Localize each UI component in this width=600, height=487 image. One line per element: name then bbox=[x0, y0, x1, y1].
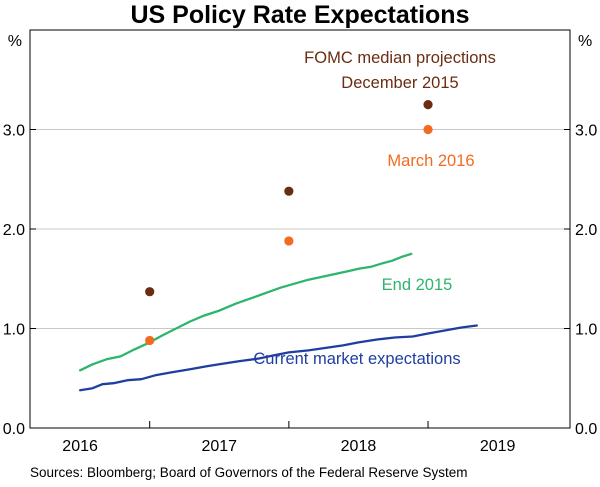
y-tick-label-right: 2.0 bbox=[575, 222, 597, 239]
points-layer bbox=[145, 100, 433, 346]
point-fomc-median-projections-december-2015 bbox=[423, 100, 433, 110]
x-tick-label: 2017 bbox=[201, 438, 237, 455]
fomc-annotation-line1: FOMC median projections bbox=[304, 49, 496, 67]
current-market-annotation: Current market expectations bbox=[253, 350, 460, 368]
point-fomc-median-projections-december-2015 bbox=[284, 186, 294, 196]
x-tick-label: 2018 bbox=[341, 438, 377, 455]
series-line-end-2015 bbox=[78, 252, 413, 372]
right-unit-label: % bbox=[578, 33, 592, 50]
y-tick-label-right: 0.0 bbox=[575, 421, 597, 438]
point-march-2016 bbox=[145, 335, 155, 346]
end-2015-annotation: End 2015 bbox=[382, 276, 453, 294]
march-2016-annotation: March 2016 bbox=[387, 152, 474, 170]
left-unit-label: % bbox=[8, 33, 22, 50]
x-tick-label: 2016 bbox=[62, 438, 98, 455]
fomc-annotation-line2: December 2015 bbox=[341, 74, 458, 92]
y-tick-label-right: 1.0 bbox=[575, 322, 597, 339]
point-march-2016 bbox=[423, 124, 433, 135]
y-tick-label-left: 0.0 bbox=[3, 421, 25, 438]
series-line-current-market-expectations bbox=[78, 324, 478, 392]
y-tick-label-right: 3.0 bbox=[575, 123, 597, 140]
chart-title: US Policy Rate Expectations bbox=[130, 1, 470, 29]
gridlines bbox=[30, 129, 570, 329]
x-tick-label: 2019 bbox=[480, 438, 516, 455]
y-tick-label-left: 1.0 bbox=[3, 322, 25, 339]
source-note: Sources: Bloomberg; Board of Governors o… bbox=[30, 465, 468, 480]
y-tick-label-left: 2.0 bbox=[3, 222, 25, 239]
tick-marks bbox=[30, 129, 570, 429]
point-march-2016 bbox=[284, 236, 294, 246]
point-fomc-median-projections-december-2015 bbox=[145, 287, 155, 297]
tick-labels: 0.0 0.0 1.0 1.0 2.0 2.0 3.0 3.0 2016 2017 2018 2019 bbox=[3, 123, 598, 456]
series-layer bbox=[78, 252, 478, 392]
y-tick-label-left: 3.0 bbox=[3, 123, 25, 140]
